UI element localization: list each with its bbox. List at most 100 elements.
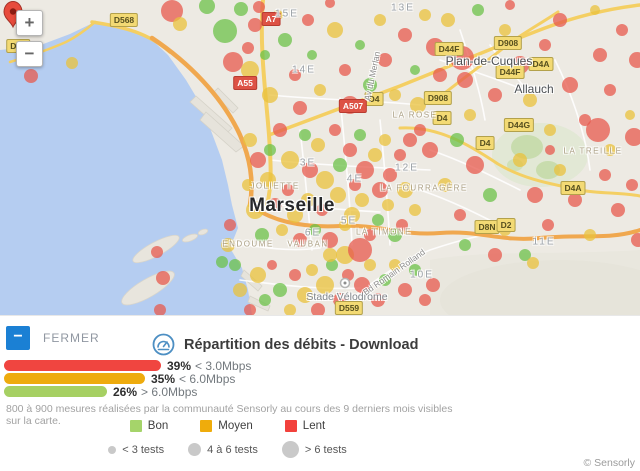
measurement-dot [523, 93, 537, 107]
measurement-dot [355, 40, 365, 50]
measurement-dot [267, 260, 277, 270]
measurement-dot [302, 14, 314, 26]
stat-bar-percent: 26% [113, 384, 138, 399]
measurement-dot [233, 283, 247, 297]
measurement-dot [483, 188, 497, 202]
measurement-dot [284, 304, 296, 315]
measurement-dot [450, 46, 474, 70]
measurement-dot [250, 267, 266, 283]
measurement-dot [388, 228, 402, 242]
quality-color-swatch [284, 420, 297, 432]
measurement-dot [234, 2, 248, 16]
tests-legend-label: < 3 tests [122, 443, 165, 456]
measurement-dot [333, 293, 347, 307]
tests-legend-item: < 3 tests [108, 444, 164, 456]
measurement-dot [273, 123, 287, 137]
measurement-dot [590, 5, 600, 15]
quality-legend-label: Bon [147, 420, 169, 432]
measurement-dot [66, 57, 78, 69]
measurement-dot [519, 249, 531, 261]
tests-size-dot [188, 443, 202, 456]
measurement-dot [629, 52, 640, 68]
measurement-dot [542, 219, 554, 231]
measurement-dot [409, 204, 421, 216]
zoom-in-button[interactable]: + [16, 10, 43, 36]
quality-legend-item: Moyen [200, 420, 253, 432]
map-canvas[interactable]: D568D48D4D4D44GD4D4AD8ND2D908D44FD44FD4A… [0, 0, 640, 315]
measurement-dot [372, 182, 388, 198]
measurement-dot [242, 179, 254, 191]
measurement-dot [364, 229, 376, 241]
measurement-dot [379, 274, 391, 286]
measurement-dot [323, 248, 337, 262]
measurement-dot [260, 172, 276, 188]
measurement-dot [268, 198, 282, 212]
measurement-dot [410, 97, 426, 113]
measurement-dot [224, 219, 236, 231]
measurement-dot [372, 214, 384, 226]
measurement-dot [450, 133, 464, 147]
quality-legend-item: Lent [284, 420, 325, 432]
stat-bar-description: < 6.0Mbps [179, 371, 236, 386]
measurement-dot [344, 207, 360, 223]
measurement-dot [293, 233, 307, 247]
measurement-dot [325, 0, 335, 8]
close-panel-button[interactable]: − FERMER [6, 326, 100, 350]
measurement-dot [281, 151, 299, 169]
measurement-dot [464, 109, 476, 121]
measurement-dot [454, 209, 466, 221]
measurement-dot [293, 101, 307, 115]
measurement-dot [354, 129, 366, 141]
measurement-dot [299, 129, 311, 141]
measurement-dot [302, 162, 318, 178]
measurement-dot [349, 179, 361, 191]
measurement-dot [339, 219, 351, 231]
measurement-dot [499, 24, 511, 36]
measurement-dot [333, 158, 347, 172]
stat-bar-description: > 6.0Mbps [141, 384, 198, 399]
measurement-dot [223, 52, 243, 72]
measurement-dot [488, 248, 502, 262]
measurement-dot [316, 171, 334, 189]
measurement-dots-layer [24, 0, 640, 315]
measurement-dot [316, 204, 328, 216]
minus-icon[interactable]: − [6, 326, 30, 350]
measurement-dot [379, 134, 391, 146]
measurement-dot [419, 9, 431, 21]
quality-color-swatch [200, 420, 213, 432]
measurement-dot [278, 33, 292, 47]
measurement-dot [457, 72, 473, 88]
stat-bar-row: 39% < 3.0Mbps [4, 359, 251, 373]
zoom-out-button[interactable]: − [16, 41, 43, 67]
measurement-dot [499, 224, 511, 236]
measurement-dot [568, 193, 582, 207]
measurement-dot [356, 161, 374, 179]
attribution: © Sensorly [583, 457, 635, 469]
measurement-dot [611, 203, 625, 217]
quality-legend-label: Moyen [218, 420, 253, 432]
panel-title: Répartition des débits - Download [184, 336, 419, 353]
bars: 39% < 3.0Mbps 35% < 6.0Mbps 26% > 6.0Mbps [4, 359, 251, 399]
measurement-dot [586, 118, 610, 142]
measurement-dot [287, 207, 303, 223]
measurement-dot [441, 13, 455, 27]
measurement-dot [599, 169, 611, 181]
stat-bar [4, 386, 107, 397]
measurement-dot [382, 199, 394, 211]
measurement-dot [329, 124, 341, 136]
tests-size-dot [108, 445, 117, 454]
stat-bar [4, 360, 161, 371]
measurement-dot [264, 144, 276, 156]
measurement-dot [625, 110, 635, 120]
measurement-dot [505, 0, 515, 10]
measurement-dot [562, 77, 578, 93]
measurement-dot [579, 114, 591, 126]
measurement-dot [348, 238, 372, 262]
speedometer-icon [152, 333, 175, 356]
measurement-dot [419, 294, 431, 306]
measurement-dot [216, 256, 228, 268]
measurement-dot [604, 84, 616, 96]
map-base-layer [0, 0, 640, 315]
measurement-dot [314, 84, 326, 96]
